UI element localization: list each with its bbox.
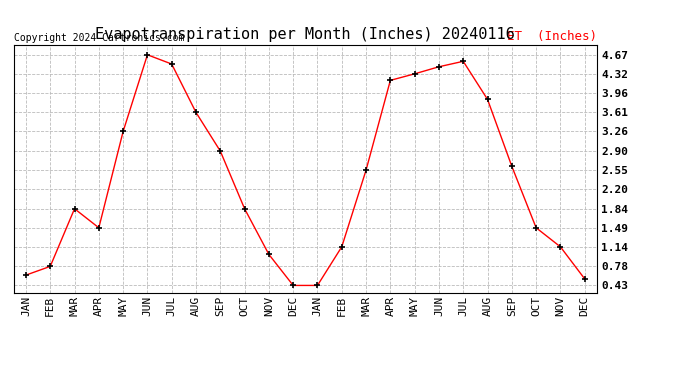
Text: Copyright 2024 Cartronics.com: Copyright 2024 Cartronics.com <box>14 33 184 42</box>
Title: Evapotranspiration per Month (Inches) 20240116: Evapotranspiration per Month (Inches) 20… <box>95 27 515 42</box>
Text: ET  (Inches): ET (Inches) <box>507 30 597 42</box>
